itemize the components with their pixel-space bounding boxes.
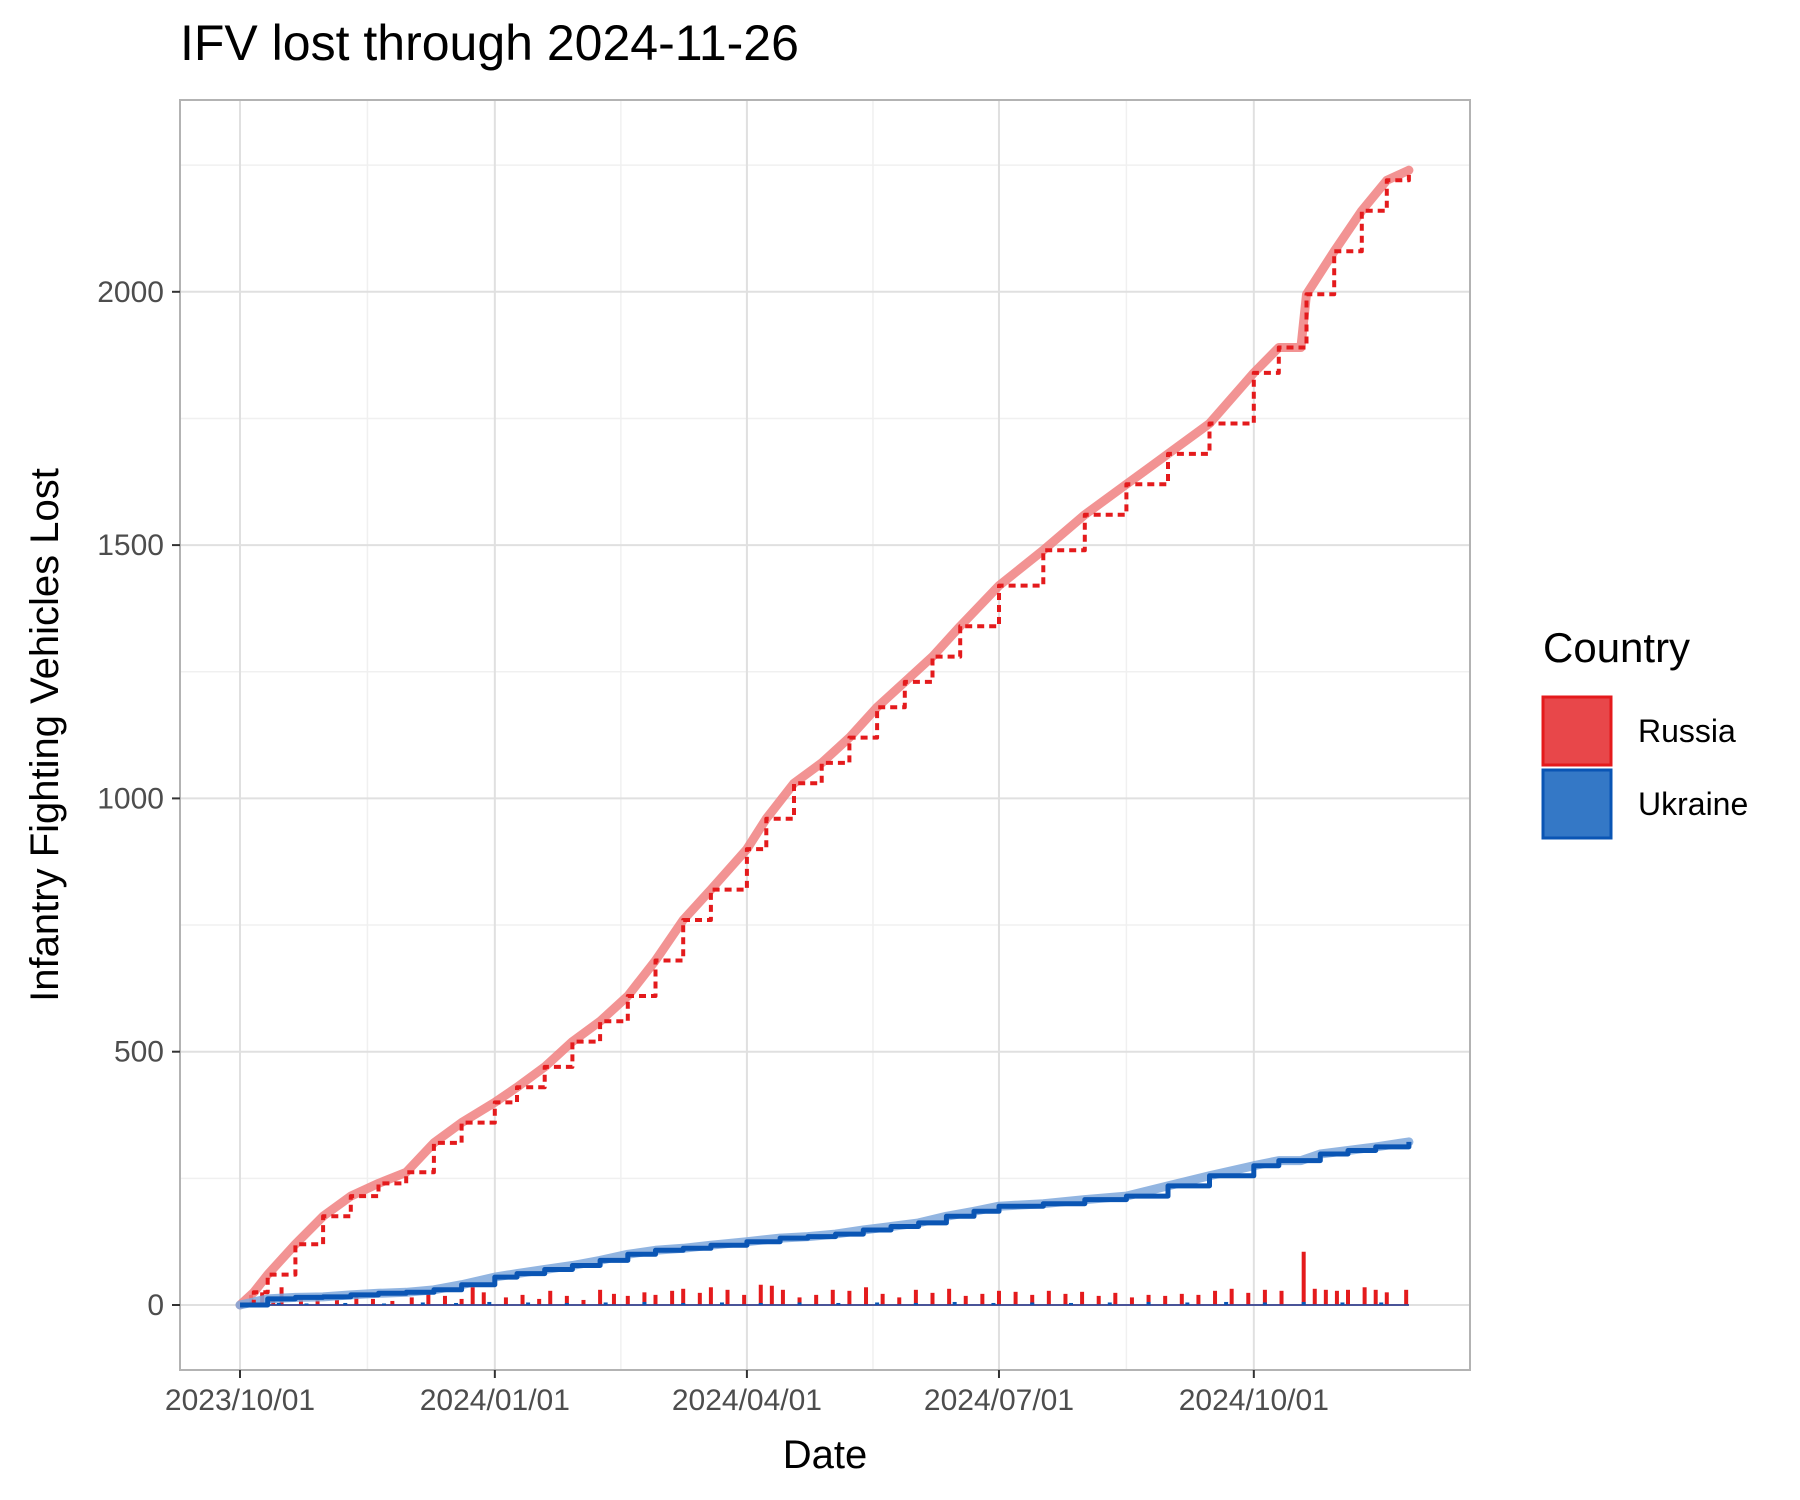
legend-title: Country xyxy=(1543,624,1690,671)
series-line-ukraine xyxy=(240,1141,1412,1308)
y-tick-label: 500 xyxy=(114,1036,164,1069)
legend-label-ukraine: Ukraine xyxy=(1638,786,1748,822)
series-layer xyxy=(240,170,1412,1308)
legend-label-russia: Russia xyxy=(1638,713,1736,749)
x-tick-label: 2023/10/01 xyxy=(165,1384,315,1417)
trend-line-russia xyxy=(235,165,1414,1310)
x-axis-title: Date xyxy=(783,1433,868,1477)
y-axis-title: Infantry Fighting Vehicles Lost xyxy=(23,468,67,1002)
grid-layer xyxy=(180,100,1470,1370)
daily-bars-layer xyxy=(240,1251,1409,1306)
x-tick-label: 2024/07/01 xyxy=(924,1384,1074,1417)
x-tick-label: 2024/01/01 xyxy=(420,1384,570,1417)
legend-key-russia xyxy=(1541,695,1613,767)
x-tick-label: 2024/04/01 xyxy=(672,1384,822,1417)
y-tick-label: 1500 xyxy=(97,529,164,562)
y-tick-label: 2000 xyxy=(97,276,164,309)
axis-layer: 0 500 1000 1500 2000 2023/10/01 2024/01/01 2024… xyxy=(97,276,1329,1417)
y-tick-label: 0 xyxy=(147,1289,164,1322)
chart-title: IFV lost through 2024-11-26 xyxy=(180,15,799,71)
trend-lines-layer xyxy=(235,165,1414,1310)
y-tick-label: 1000 xyxy=(97,782,164,815)
plot-panel-border xyxy=(179,99,1471,1371)
series-line-russia xyxy=(240,170,1411,1307)
legend-key-ukraine xyxy=(1541,768,1613,840)
x-tick-label: 2024/10/01 xyxy=(1179,1384,1329,1417)
legend: Country Russia Ukraine xyxy=(1541,624,1748,840)
